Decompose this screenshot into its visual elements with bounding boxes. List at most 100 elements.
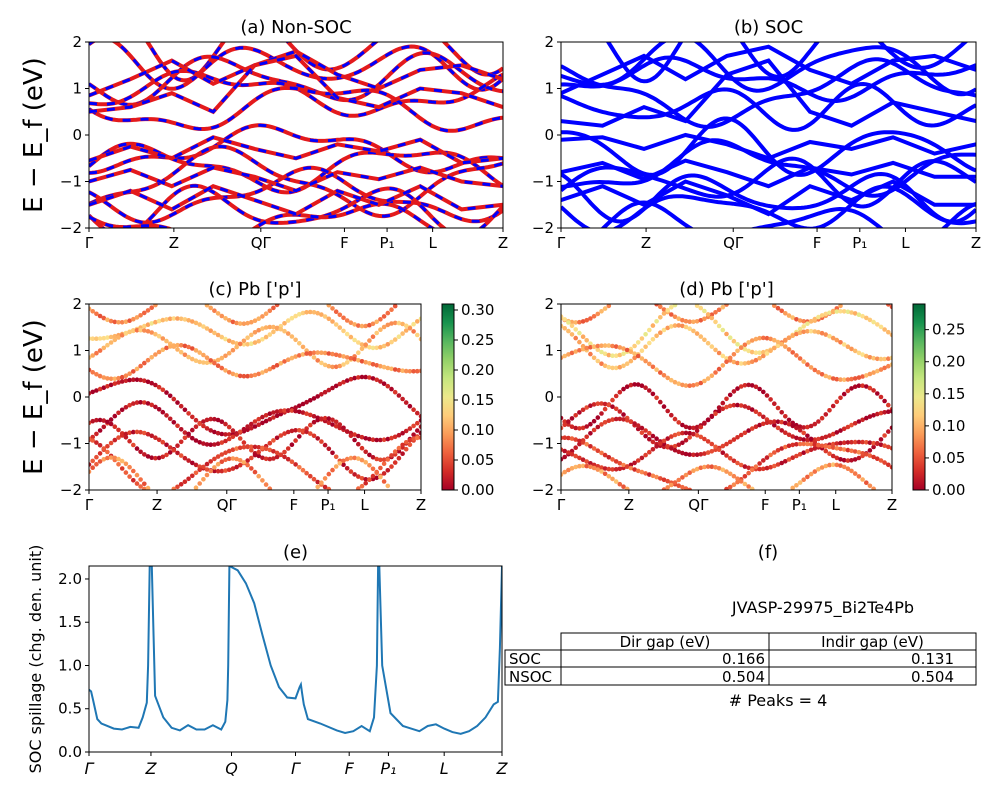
- d-point: [580, 319, 586, 324]
- d-point: [694, 382, 700, 387]
- c-point: [326, 471, 332, 477]
- c-point: [167, 445, 173, 450]
- d-point: [680, 317, 685, 323]
- d-point: [702, 421, 707, 426]
- c-point: [311, 433, 317, 439]
- d-point: [716, 366, 722, 372]
- d-point: [856, 375, 862, 380]
- d-point: [838, 395, 843, 401]
- c-point: [263, 482, 269, 487]
- c-point: [138, 313, 143, 318]
- band-ylabel: E − E_f (eV): [19, 57, 49, 213]
- panel-c-xtick-label: Z: [416, 496, 426, 514]
- c-point: [271, 324, 276, 330]
- c-point: [178, 482, 184, 487]
- c-point: [396, 393, 402, 398]
- d-point: [875, 322, 880, 327]
- d-point: [724, 304, 729, 307]
- c-point: [282, 359, 287, 364]
- c-point: [108, 376, 114, 382]
- d-point: [720, 363, 726, 368]
- d-point: [827, 433, 832, 438]
- c-point: [282, 454, 287, 460]
- c-point: [285, 446, 291, 451]
- d-point: [761, 458, 766, 463]
- c-point: [138, 327, 143, 333]
- d-point: [661, 311, 667, 316]
- c-point: [252, 424, 258, 429]
- c-point: [322, 314, 328, 319]
- d-point: [860, 439, 865, 445]
- d-point: [849, 346, 854, 352]
- d-point: [875, 441, 880, 447]
- d-point: [665, 408, 670, 414]
- d-point: [669, 377, 674, 383]
- c-point: [252, 444, 258, 450]
- d-point: [635, 458, 641, 463]
- c-point: [293, 405, 298, 410]
- c-point: [267, 411, 273, 417]
- d-point: [624, 486, 630, 490]
- d-point: [867, 448, 873, 453]
- c-point: [308, 431, 313, 436]
- d-point: [886, 304, 891, 307]
- d-point: [889, 425, 892, 431]
- c-point: [230, 428, 236, 433]
- d-point: [654, 395, 659, 401]
- c-point: [193, 417, 199, 423]
- d-point: [742, 342, 748, 348]
- d-point: [845, 344, 851, 350]
- d-point: [617, 461, 623, 466]
- d-point: [849, 422, 854, 428]
- c-point: [249, 455, 254, 461]
- c-point: [367, 322, 372, 328]
- c-point: [127, 438, 132, 444]
- d-point: [705, 450, 711, 455]
- d-point: [823, 412, 829, 417]
- d-point: [753, 384, 759, 390]
- d-point: [573, 320, 578, 325]
- c-point: [308, 473, 313, 479]
- d-point: [808, 423, 814, 429]
- c-point: [226, 350, 232, 356]
- c-point: [94, 388, 99, 393]
- d-point: [683, 430, 689, 436]
- panel-a-ytick-label: 1: [72, 80, 82, 98]
- c-point: [245, 462, 250, 468]
- c-point: [359, 476, 365, 481]
- c-point: [381, 324, 387, 330]
- d-point: [665, 325, 670, 331]
- d-point: [834, 337, 840, 343]
- c-point: [134, 400, 140, 405]
- c-point: [403, 446, 409, 452]
- c-point: [201, 352, 206, 358]
- d-point: [882, 327, 887, 332]
- c-point: [108, 334, 114, 340]
- c-point: [411, 329, 416, 334]
- d-point: [602, 306, 608, 311]
- c-point: [374, 475, 380, 481]
- d-point: [647, 449, 652, 455]
- c-point: [378, 344, 383, 350]
- c-point: [322, 442, 328, 448]
- d-point: [852, 311, 858, 316]
- d-point: [658, 476, 663, 481]
- d-point: [702, 308, 707, 314]
- d-point: [591, 427, 597, 433]
- d-point: [794, 442, 799, 447]
- d-point: [602, 401, 608, 407]
- c-point: [119, 407, 125, 413]
- d-point: [797, 452, 803, 457]
- c-point: [153, 404, 158, 410]
- d-point: [735, 360, 740, 366]
- d-point: [577, 330, 582, 336]
- c-point: [400, 430, 405, 436]
- c-point: [252, 340, 258, 345]
- c-point: [112, 413, 118, 419]
- c-point: [396, 432, 402, 438]
- d-point: [606, 364, 612, 370]
- d-point: [738, 345, 744, 351]
- d-point: [610, 397, 615, 403]
- c-point: [267, 456, 273, 462]
- c-point: [385, 468, 391, 473]
